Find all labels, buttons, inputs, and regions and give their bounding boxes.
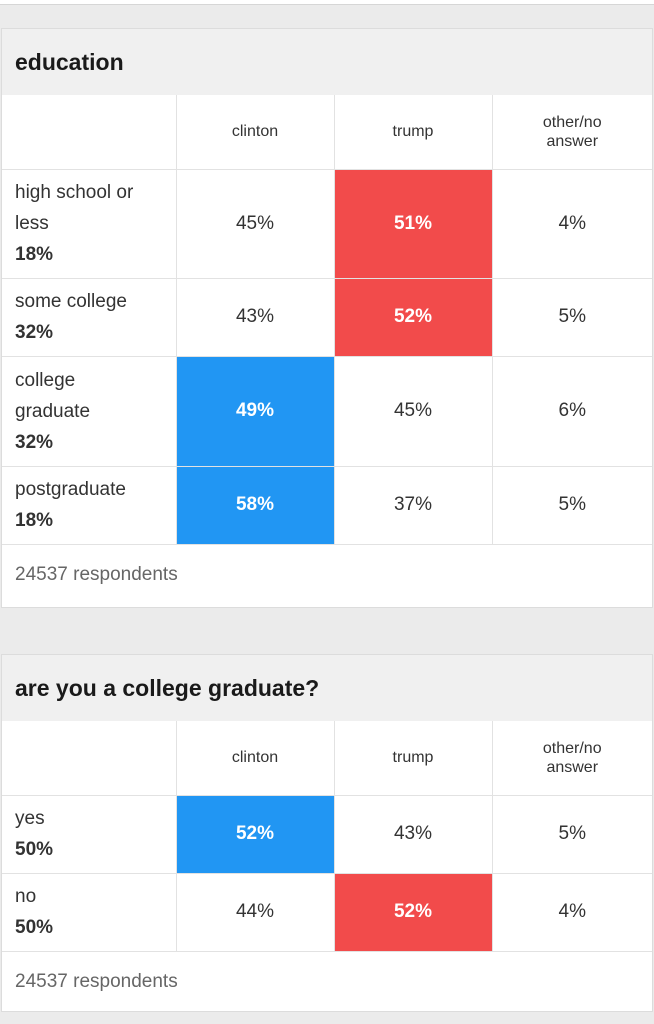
value-clinton: 58% (175, 465, 335, 545)
row-label: no 50% (2, 872, 177, 952)
respondent-count: 24537 respondents (2, 543, 652, 605)
respondent-count: 24537 respondents (2, 950, 652, 1012)
value-other: 5% (491, 277, 652, 357)
value-trump: 52% (333, 277, 493, 357)
row-share: 50% (15, 839, 54, 860)
column-header-other: other/no answer (491, 721, 652, 796)
row-share: 32% (15, 322, 54, 343)
value-clinton: 43% (175, 277, 335, 357)
value-trump: 45% (333, 355, 493, 467)
empty-header-cell (2, 721, 177, 796)
row-share: 18% (15, 510, 54, 531)
column-header-other-label: other/no answer (542, 739, 602, 776)
column-header-row: clinton trump other/no answer (2, 721, 652, 796)
card-title: education (2, 29, 652, 95)
value-trump: 43% (333, 794, 493, 874)
value-clinton: 44% (175, 872, 335, 952)
results-table: clinton trump other/no answer high schoo… (2, 95, 652, 605)
table-row: college graduate 32% 49% 45% 6% (2, 355, 652, 467)
column-header-row: clinton trump other/no answer (2, 95, 652, 170)
poll-card-education: education clinton trump other/no answer … (1, 28, 653, 608)
footer-row: 24537 respondents (2, 543, 652, 605)
empty-header-cell (2, 95, 177, 170)
row-label-text: college graduate (15, 369, 91, 422)
row-label: college graduate 32% (2, 355, 177, 467)
row-label: high school or less 18% (2, 168, 177, 279)
value-trump: 51% (333, 168, 493, 279)
value-trump: 52% (333, 872, 493, 952)
row-label-text: postgraduate (15, 479, 126, 500)
column-header-clinton: clinton (175, 95, 335, 170)
row-label: postgraduate 18% (2, 465, 177, 545)
table-row: yes 50% 52% 43% 5% (2, 794, 652, 874)
row-label-text: some college (15, 291, 127, 312)
value-other: 5% (491, 794, 652, 874)
value-other: 5% (491, 465, 652, 545)
value-other: 4% (491, 168, 652, 279)
results-table: clinton trump other/no answer yes 50% 52%… (2, 721, 652, 1012)
footer-row: 24537 respondents (2, 950, 652, 1012)
column-header-clinton: clinton (175, 721, 335, 796)
row-share: 32% (15, 431, 54, 453)
top-divider (0, 0, 654, 5)
row-label-text: high school or less (15, 182, 134, 234)
value-clinton: 45% (175, 168, 335, 279)
value-clinton: 52% (175, 794, 335, 874)
column-header-other-label: other/no answer (542, 113, 602, 150)
poll-card-college-graduate: are you a college graduate? clinton trum… (1, 654, 653, 1012)
column-header-other: other/no answer (491, 95, 652, 170)
value-trump: 37% (333, 465, 493, 545)
row-label-text: yes (15, 808, 45, 829)
table-row: no 50% 44% 52% 4% (2, 872, 652, 952)
column-header-trump: trump (333, 95, 493, 170)
row-share: 18% (15, 244, 54, 265)
row-share: 50% (15, 917, 54, 938)
card-title: are you a college graduate? (2, 655, 652, 721)
value-other: 4% (491, 872, 652, 952)
table-row: postgraduate 18% 58% 37% 5% (2, 465, 652, 545)
row-label: some college 32% (2, 277, 177, 357)
column-header-trump: trump (333, 721, 493, 796)
row-label-text: no (15, 886, 37, 907)
table-row: some college 32% 43% 52% 5% (2, 277, 652, 357)
value-clinton: 49% (175, 355, 335, 467)
value-other: 6% (491, 355, 652, 467)
row-label: yes 50% (2, 794, 177, 874)
table-row: high school or less 18% 45% 51% 4% (2, 168, 652, 279)
